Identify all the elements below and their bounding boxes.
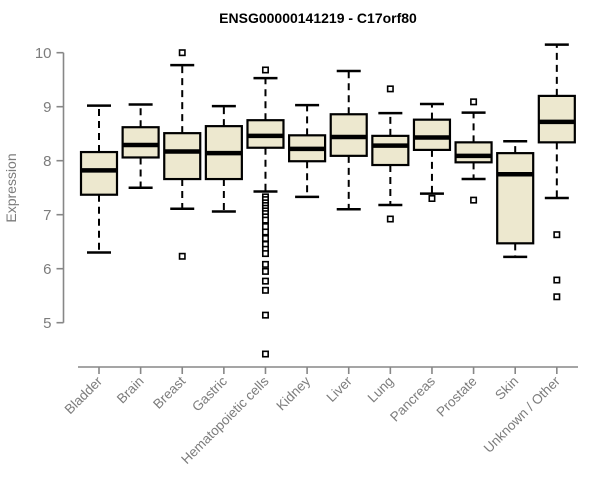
x-tick-label: Bladder [62, 373, 106, 417]
boxplot-hematopoietic-cells [246, 66, 285, 358]
x-tick-label: Prostate [434, 374, 480, 420]
boxplot-gastric [204, 104, 243, 213]
x-tick-label: Pancreas [387, 373, 438, 424]
iqr-box [496, 152, 535, 245]
outlier-point [178, 49, 186, 57]
outlier-point [261, 223, 269, 231]
outlier-point [261, 311, 269, 319]
outlier-point [386, 215, 394, 223]
outlier-point [553, 293, 561, 301]
y-tick-label: 6 [43, 261, 51, 278]
iqr-box [537, 94, 576, 144]
outlier-point [261, 350, 269, 358]
boxplot-unknown-other [537, 43, 576, 301]
axes-layer: 10 9 8 7 6 5 [35, 45, 578, 374]
y-tick-label: 5 [43, 315, 51, 332]
outlier-point [386, 85, 394, 93]
x-tick-label: Unknown / Other [481, 373, 564, 456]
iqr-box [79, 150, 119, 196]
chart-title: ENSG00000141219 - C17orf80 [219, 10, 417, 26]
outlier-point [261, 216, 269, 224]
outlier-point [261, 250, 269, 258]
x-tick-label: Lung [365, 374, 397, 406]
iqr-box [121, 126, 160, 159]
x-tick-label: Skin [492, 374, 521, 403]
outlier-point [470, 98, 478, 106]
x-tick-label: Kidney [273, 373, 313, 413]
outlier-point [261, 66, 269, 74]
boxes-layer [79, 43, 576, 358]
boxplot-skin [496, 140, 535, 259]
boxplot-breast [163, 49, 202, 260]
iqr-box [412, 118, 452, 152]
x-tick-label: Liver [324, 373, 356, 405]
outlier-point [261, 234, 269, 242]
outlier-point [428, 195, 436, 203]
x-tick-label: Gastric [189, 373, 230, 414]
boxplot-kidney [288, 103, 327, 199]
y-tick-label: 8 [43, 153, 51, 170]
iqr-box [163, 132, 202, 181]
y-tick-label: 10 [35, 45, 52, 62]
iqr-box [454, 141, 493, 164]
outlier-point [470, 196, 478, 204]
outlier-point [553, 231, 561, 239]
boxplot-prostate [454, 98, 493, 204]
outlier-point [178, 252, 186, 260]
boxplot-bladder [79, 104, 119, 254]
outlier-point [261, 277, 269, 285]
iqr-box [371, 134, 410, 167]
x-tick-label: Brain [114, 374, 147, 407]
boxplot-brain [121, 103, 160, 189]
boxplot-liver [329, 69, 368, 211]
y-tick-label: 7 [43, 207, 51, 224]
outlier-point [261, 267, 269, 275]
outlier-point [261, 228, 269, 236]
boxplot-lung [371, 85, 410, 223]
outlier-point [261, 286, 269, 294]
boxplot-pancreas [412, 102, 452, 203]
outlier-point [261, 260, 269, 268]
y-tick-label: 9 [43, 99, 51, 116]
x-tick-label: Breast [150, 373, 188, 411]
y-axis-label: Expression [3, 153, 19, 222]
outlier-point [553, 276, 561, 284]
